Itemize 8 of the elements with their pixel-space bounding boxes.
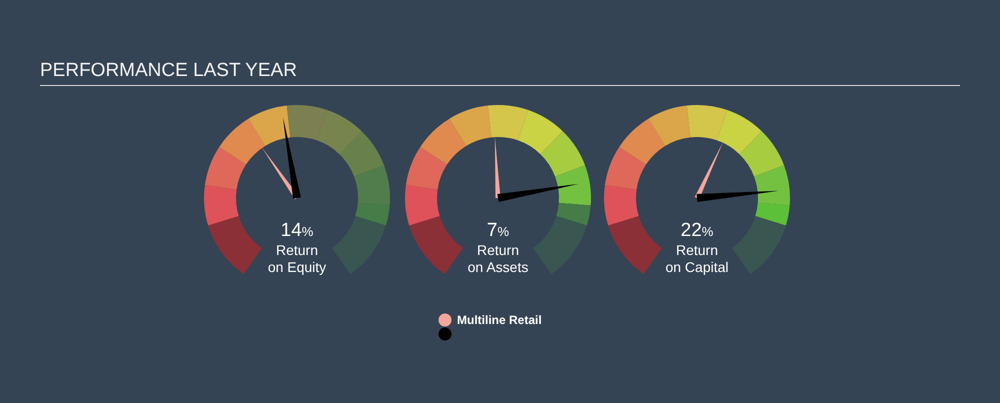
legend-label: Multiline Retail (457, 313, 542, 327)
category-label: Return on Capital (665, 242, 729, 275)
category-label: Return on Equity (268, 242, 326, 275)
data-label: 14% (280, 220, 314, 241)
data-label: 22% (680, 220, 714, 241)
category-label: Return on Assets (468, 242, 528, 275)
text: PERFORMANCE LAST YEAR (40, 60, 960, 86)
data-label: 7% (486, 220, 510, 241)
